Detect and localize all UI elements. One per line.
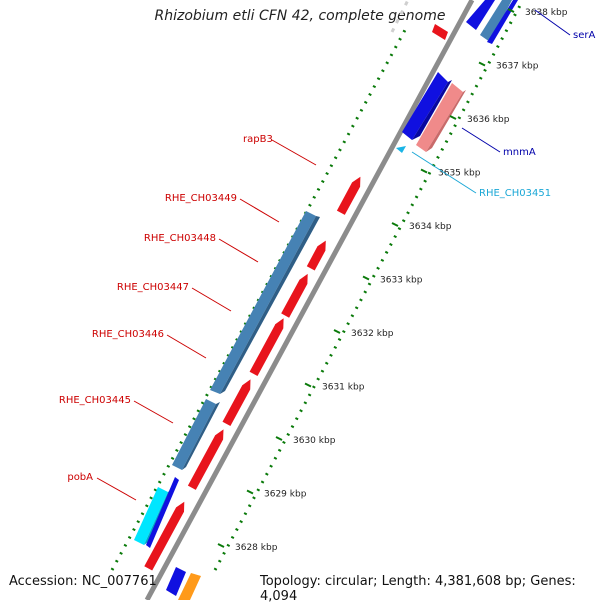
map-title: Rhizobium etli CFN 42, complete genome (154, 8, 446, 24)
gene-layer (144, 176, 361, 571)
leader-line (239, 198, 280, 223)
tick-mark (217, 543, 225, 548)
tick-mark (362, 275, 370, 281)
accession-text: Accession: NC_007761 (9, 574, 157, 589)
tick-rail-right (213, 0, 525, 571)
gene-arrow-pobA (144, 501, 185, 571)
steelblue-feature (210, 211, 320, 394)
leader-line (411, 151, 477, 194)
leader-line (534, 9, 571, 36)
gene-arrow-RHE_CH03445 (187, 429, 224, 490)
gene-arrow-RHE_CH03448 (281, 273, 308, 318)
leader-line (218, 238, 259, 263)
steelblue-feature (172, 399, 220, 470)
gene-label[interactable]: RHE_CH03445 (59, 395, 131, 406)
tick-label: 3628 kbp (235, 543, 278, 553)
tick-label: 3637 kbp (496, 62, 539, 72)
gene-label[interactable]: mnmA (503, 147, 536, 158)
guide-line (390, 0, 410, 33)
gene-label[interactable]: RHE_CH03449 (165, 193, 237, 204)
tick-mark (449, 115, 457, 120)
tick-mark (420, 168, 428, 174)
label-layer: pobA RHE_CH03445 RHE_CH03446 RHE_CH03447 RHE… (59, 9, 595, 501)
steelblue-feature (480, 0, 512, 42)
tick-layer: 3628 kbp 3629 kbp 3630 kbp 3631 kbp 3632 kbp… (217, 8, 568, 553)
gene-label[interactable]: rapB3 (243, 134, 273, 145)
tick-mark (478, 61, 486, 67)
tick-label: 3632 kbp (351, 329, 394, 339)
tick-label: 3631 kbp (322, 383, 365, 393)
gene-arrow-RHE_CH03449 (306, 240, 326, 271)
blue-feature (146, 477, 179, 548)
cyan-marker (396, 146, 406, 153)
tick-label: 3638 kbp (525, 8, 568, 18)
tick-label: 3629 kbp (264, 490, 307, 500)
gene-arrow-rapB3 (336, 176, 361, 215)
tick-label: 3633 kbp (380, 276, 423, 286)
leader-line (191, 287, 232, 312)
pink-feature (416, 83, 466, 152)
gene-label[interactable]: pobA (67, 472, 93, 483)
gene-label[interactable]: RHE_CH03451 (479, 188, 551, 199)
tick-mark (304, 382, 312, 388)
blue-feature (466, 0, 495, 30)
tick-label: 3634 kbp (409, 222, 452, 232)
red-feature (432, 24, 448, 40)
genome-backbone (144, 0, 475, 600)
gene-label[interactable]: RHE_CH03447 (117, 282, 189, 293)
tick-mark (275, 436, 283, 441)
tick-mark (507, 8, 515, 13)
blue-feature (402, 72, 452, 140)
tick-label: 3636 kbp (467, 115, 510, 125)
leader-line (271, 139, 317, 166)
gene-arrow-RHE_CH03447 (249, 318, 284, 376)
tick-mark (391, 222, 399, 227)
tick-label: 3630 kbp (293, 436, 336, 446)
tick-label: 3635 kbp (438, 169, 481, 179)
orange-feature (178, 573, 201, 600)
leader-line (166, 334, 207, 359)
gene-label[interactable]: RHE_CH03446 (92, 329, 164, 340)
tick-mark (246, 489, 254, 495)
leader-line (96, 477, 137, 501)
gene-label[interactable]: RHE_CH03448 (144, 233, 216, 244)
gene-arrow-RHE_CH03446 (222, 379, 251, 426)
blue-feature (166, 567, 186, 596)
tick-mark (333, 329, 341, 334)
leader-line (133, 400, 174, 424)
gene-label[interactable]: serA (573, 30, 595, 41)
leader-line (461, 127, 501, 153)
